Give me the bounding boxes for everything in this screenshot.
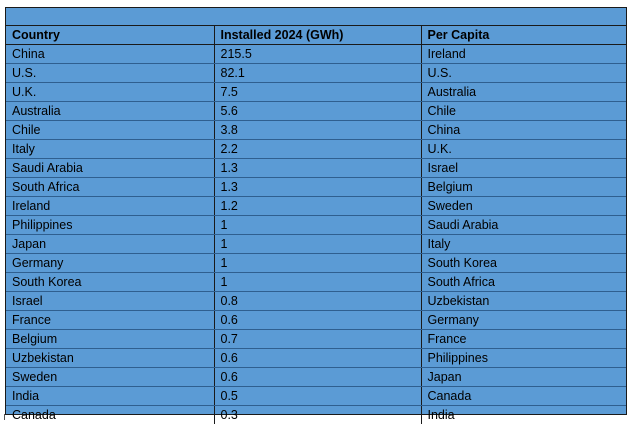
country-cell: Philippines	[6, 216, 214, 235]
installed-gwh-cell: 82.1	[214, 64, 421, 83]
country-cell: Uzbekistan	[6, 349, 214, 368]
country-cell: Israel	[6, 292, 214, 311]
installed-gwh-cell: 0.3	[214, 406, 421, 424]
per-capita-cell: South Korea	[421, 254, 626, 273]
country-cell: Japan	[6, 235, 214, 254]
per-capita-cell: India	[421, 406, 626, 424]
installed-gwh-cell: 1.3	[214, 178, 421, 197]
country-cell: Chile	[6, 121, 214, 140]
country-cell: Ireland	[6, 197, 214, 216]
per-capita-cell: Belgium	[421, 178, 626, 197]
installed-gwh-cell: 5.6	[214, 102, 421, 121]
per-capita-cell: Ireland	[421, 45, 626, 64]
per-capita-cell: Sweden	[421, 197, 626, 216]
country-cell: Canada	[6, 406, 214, 424]
per-capita-cell: China	[421, 121, 626, 140]
installed-gwh-cell: 2.2	[214, 140, 421, 159]
country-cell: China	[6, 45, 214, 64]
country-cell: Germany	[6, 254, 214, 273]
per-capita-cell: Australia	[421, 83, 626, 102]
per-capita-cell: Germany	[421, 311, 626, 330]
country-cell: Australia	[6, 102, 214, 121]
installed-gwh-cell: 0.6	[214, 349, 421, 368]
country-cell: France	[6, 311, 214, 330]
installed-gwh-cell: 0.5	[214, 387, 421, 406]
per-capita-cell: France	[421, 330, 626, 349]
installed-gwh-cell: 0.8	[214, 292, 421, 311]
installed-gwh-cell: 0.6	[214, 311, 421, 330]
header-row: Country Installed 2024 (GWh) Per Capita	[6, 26, 626, 45]
installed-gwh-cell: 1	[214, 254, 421, 273]
per-capita-cell: Italy	[421, 235, 626, 254]
installed-gwh-cell: 1	[214, 235, 421, 254]
installed-gwh-cell: 215.5	[214, 45, 421, 64]
data-table: Country Installed 2024 (GWh) Per Capita …	[6, 26, 626, 424]
country-cell: Italy	[6, 140, 214, 159]
country-cell: Sweden	[6, 368, 214, 387]
per-capita-cell: Japan	[421, 368, 626, 387]
country-cell: U.K.	[6, 83, 214, 102]
per-capita-cell: U.K.	[421, 140, 626, 159]
per-capita-cell: U.S.	[421, 64, 626, 83]
sheet-edge-mark	[4, 414, 5, 420]
per-capita-cell: Canada	[421, 387, 626, 406]
per-capita-cell: Philippines	[421, 349, 626, 368]
per-capita-cell: South Africa	[421, 273, 626, 292]
country-cell: U.S.	[6, 64, 214, 83]
country-cell: South Africa	[6, 178, 214, 197]
country-cell: India	[6, 387, 214, 406]
table-panel: Country Installed 2024 (GWh) Per Capita …	[5, 7, 627, 415]
per-capita-cell: Saudi Arabia	[421, 216, 626, 235]
title-band	[6, 8, 626, 26]
installed-gwh-cell: 1	[214, 216, 421, 235]
per-capita-cell: Chile	[421, 102, 626, 121]
column-header-installed-2024: Installed 2024 (GWh)	[214, 26, 421, 45]
installed-gwh-cell: 0.7	[214, 330, 421, 349]
installed-gwh-cell: 1	[214, 273, 421, 292]
installed-gwh-cell: 1.2	[214, 197, 421, 216]
per-capita-cell: Israel	[421, 159, 626, 178]
column-header-country: Country	[6, 26, 214, 45]
installed-gwh-cell: 1.3	[214, 159, 421, 178]
installed-gwh-cell: 3.8	[214, 121, 421, 140]
country-cell: Saudi Arabia	[6, 159, 214, 178]
country-cell: Belgium	[6, 330, 214, 349]
installed-gwh-cell: 0.6	[214, 368, 421, 387]
per-capita-cell: Uzbekistan	[421, 292, 626, 311]
country-cell: South Korea	[6, 273, 214, 292]
installed-gwh-cell: 7.5	[214, 83, 421, 102]
column-header-per-capita: Per Capita	[421, 26, 626, 45]
